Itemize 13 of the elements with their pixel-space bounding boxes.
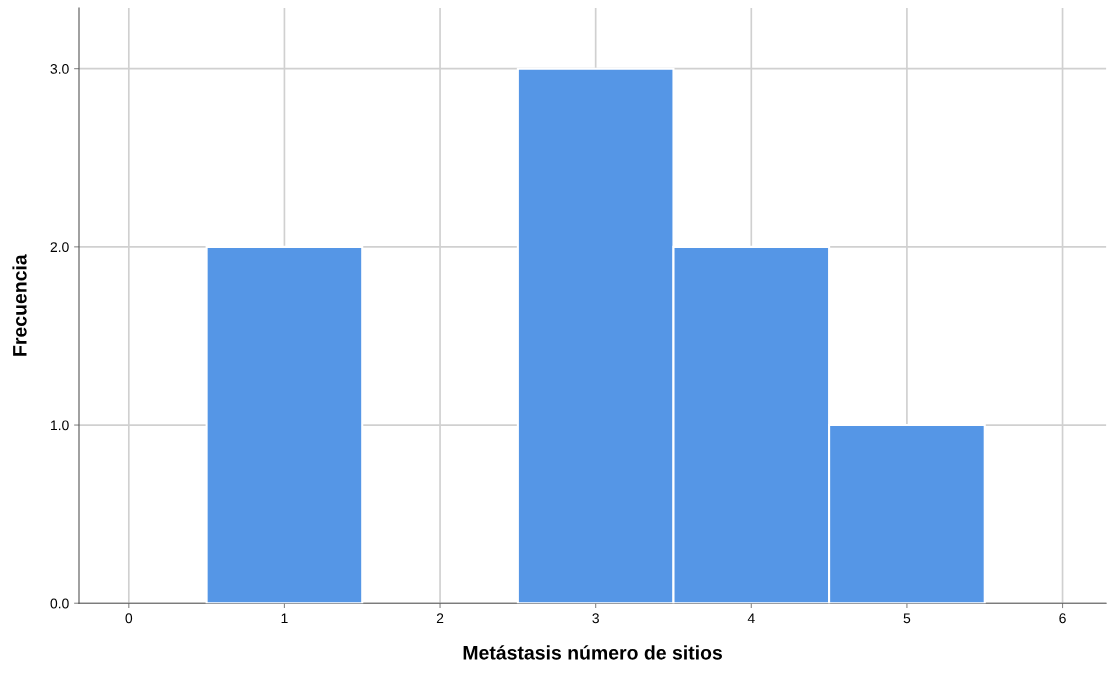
y-axis-title: Frecuencia <box>12 254 27 356</box>
x-tick-label: 5 <box>903 613 911 624</box>
x-tick-label: 6 <box>1059 613 1066 624</box>
x-axis-title: Metástasis número de sitios <box>463 645 722 660</box>
x-tick-label: 3 <box>592 613 599 624</box>
x-tick-label: 4 <box>747 613 755 624</box>
y-tick-label: 3.0 <box>50 64 69 74</box>
x-tick-label: 2 <box>436 613 444 624</box>
y-tick-label: 2.0 <box>50 242 69 253</box>
y-tick-label: 0.0 <box>50 598 69 609</box>
y-tick-label: 1.0 <box>51 420 69 431</box>
x-tick-label: 0 <box>125 613 133 624</box>
x-tick-label: 1 <box>281 613 288 624</box>
